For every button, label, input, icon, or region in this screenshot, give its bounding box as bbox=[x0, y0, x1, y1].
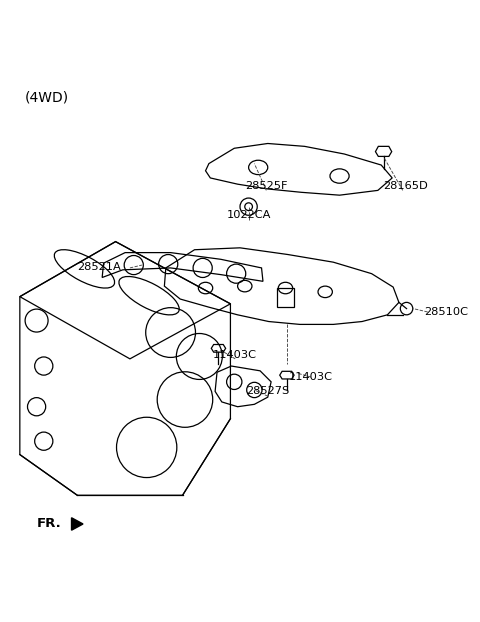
Text: 28525F: 28525F bbox=[245, 180, 288, 190]
Text: 1022CA: 1022CA bbox=[227, 210, 271, 220]
Text: 11403C: 11403C bbox=[289, 372, 333, 382]
Text: 11403C: 11403C bbox=[213, 350, 257, 360]
Text: 28510C: 28510C bbox=[424, 307, 468, 317]
Text: 28527S: 28527S bbox=[246, 386, 289, 396]
Polygon shape bbox=[72, 518, 83, 530]
Text: 28521A: 28521A bbox=[77, 262, 120, 272]
Text: (4WD): (4WD) bbox=[24, 91, 69, 105]
Text: 28165D: 28165D bbox=[383, 180, 428, 190]
Text: FR.: FR. bbox=[36, 518, 61, 531]
